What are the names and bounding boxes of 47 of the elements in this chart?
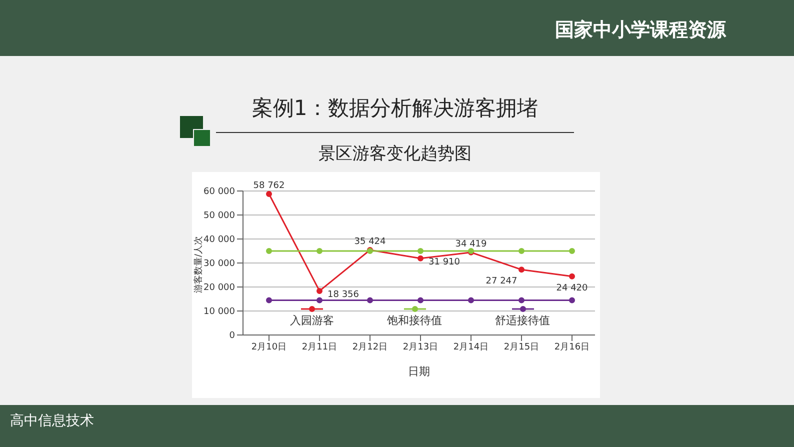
text: 高中信息技术	[10, 412, 94, 430]
data-label: 58 762	[253, 180, 285, 191]
data-label: 18 356	[328, 290, 360, 300]
data-label: 35 424	[354, 236, 386, 247]
point	[518, 297, 524, 304]
data-label: 27 247	[486, 276, 518, 287]
y-tick-label: 30 000	[204, 259, 236, 270]
y-tick-label: 50 000	[204, 211, 236, 222]
point	[266, 297, 272, 304]
data-label: 34 419	[455, 239, 488, 250]
x-tick-label: 2月14日	[453, 342, 489, 352]
point	[316, 297, 322, 304]
chart-subtitle: 景区游客变化趋势图	[318, 143, 472, 165]
y-tick-label: 10 000	[204, 307, 236, 318]
legend-label: 入园游客	[290, 313, 334, 328]
y-tick-label: 60 000	[204, 187, 236, 198]
point	[316, 248, 322, 254]
x-tick-label: 2月12日	[352, 342, 388, 352]
point	[418, 297, 424, 304]
text: 国家中小学课程资源	[555, 18, 726, 43]
x-tick-label: 2月13日	[402, 342, 438, 352]
x-tick-label: 2月16日	[554, 342, 590, 352]
data-label: 24 420	[556, 283, 588, 294]
point	[569, 273, 575, 280]
point	[367, 297, 373, 304]
point	[468, 297, 474, 304]
legend-label: 饱和接待值	[387, 313, 442, 328]
point	[518, 248, 524, 254]
x-axis-title: 日期	[408, 365, 430, 378]
point	[569, 297, 575, 304]
data-label: 31 910	[428, 257, 460, 268]
legend-label: 舒适接待值	[495, 313, 550, 328]
x-tick-label: 2月15日	[504, 342, 540, 352]
point	[418, 248, 424, 254]
point	[266, 191, 272, 197]
point	[569, 248, 575, 254]
y-tick-label: 20 000	[204, 283, 236, 294]
point	[518, 266, 524, 273]
x-tick-label: 2月11日	[302, 342, 338, 352]
chart-title: 案例1：数据分析解决游客拥堵	[250, 95, 540, 122]
point	[418, 255, 424, 262]
y-tick-label: 0	[229, 331, 236, 342]
y-axis-title: 游客数量/人次	[193, 236, 204, 293]
y-tick-label: 40 000	[204, 235, 236, 246]
point	[316, 288, 322, 294]
x-tick-label: 2月10日	[251, 342, 287, 352]
point	[266, 248, 272, 254]
